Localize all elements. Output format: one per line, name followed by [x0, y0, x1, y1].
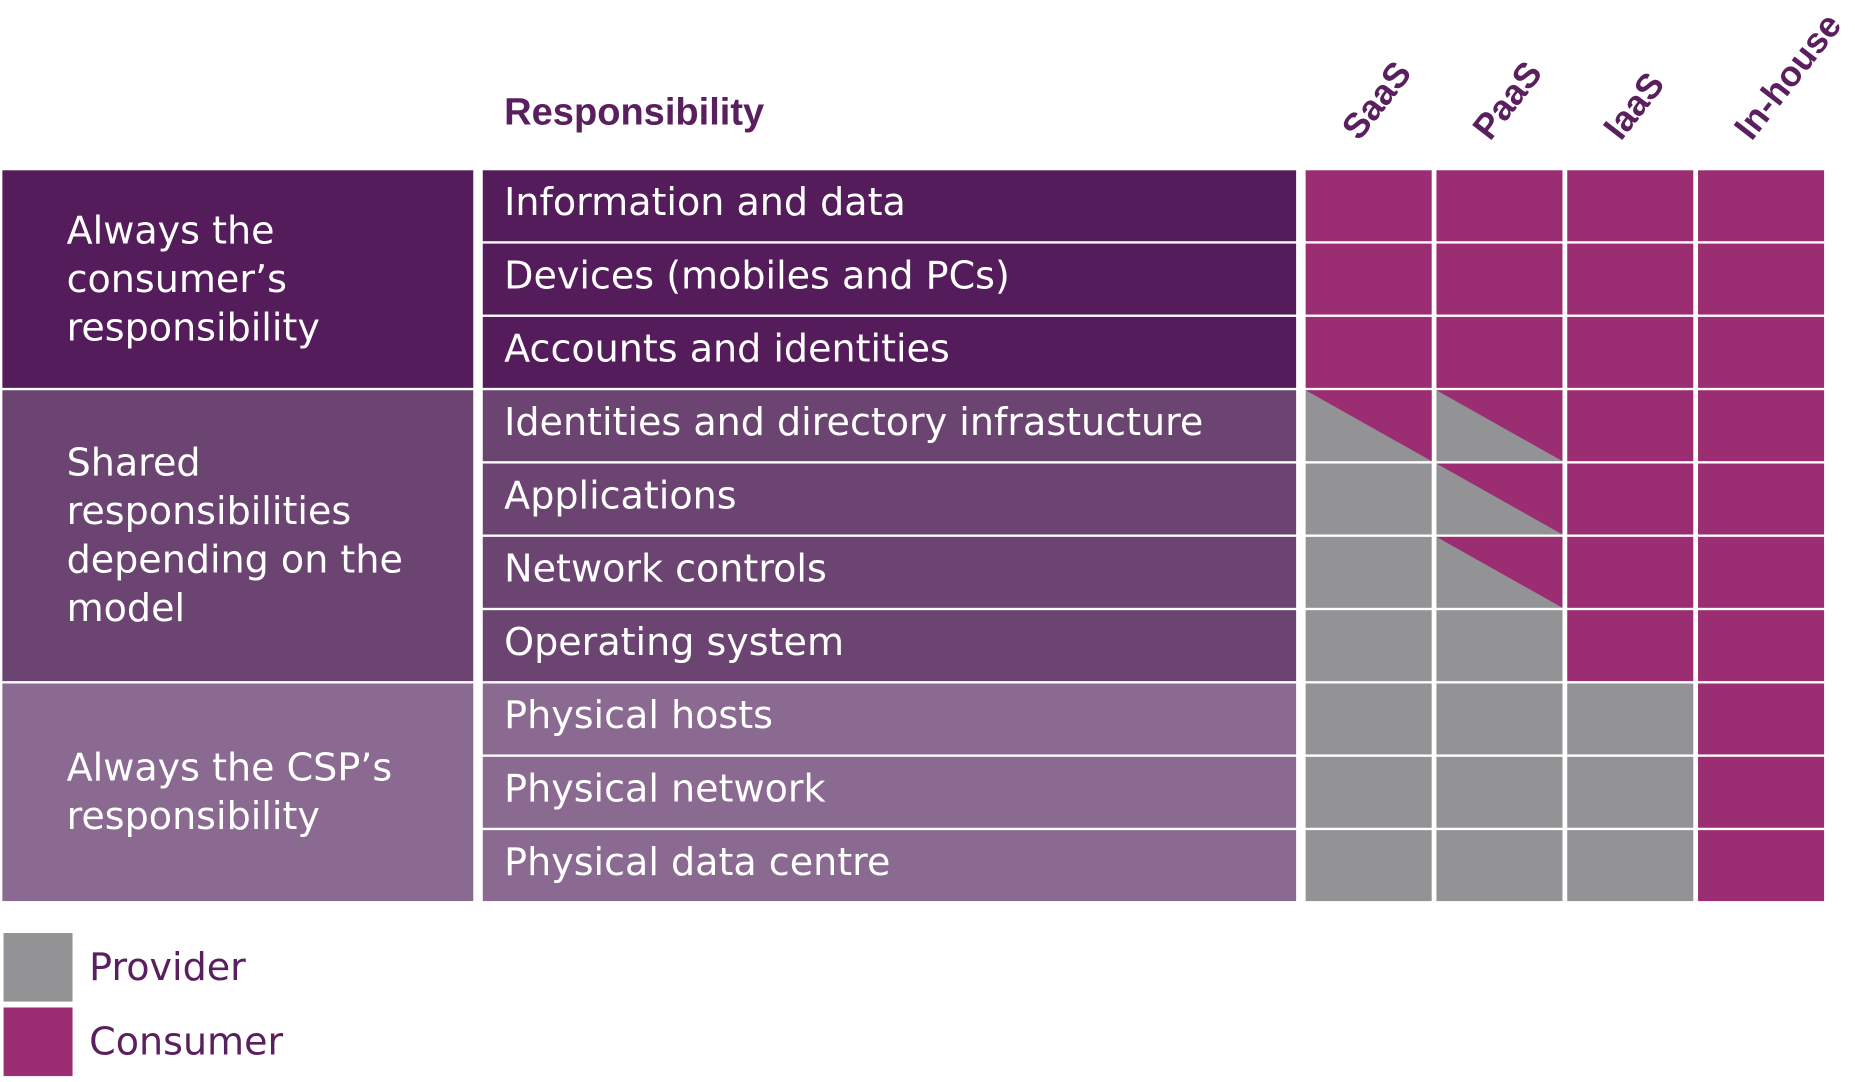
row-label-bg — [482, 610, 1297, 682]
group-label-box: Always the CSP’s responsibility — [66, 744, 393, 839]
cell-consumer — [1305, 243, 1432, 315]
cell-consumer — [1567, 463, 1694, 535]
cell-consumer — [1436, 243, 1563, 315]
legend-swatch — [3, 933, 73, 1002]
cell-provider — [1305, 536, 1432, 608]
row-label: Accounts and identities — [504, 327, 950, 371]
group-box — [2, 170, 474, 388]
row-label-bg — [482, 170, 1297, 242]
cell-provider — [1567, 683, 1694, 755]
cell-provider — [1305, 756, 1432, 828]
cell-consumer — [1698, 316, 1825, 388]
group-box — [2, 390, 474, 682]
cell-consumer — [1567, 316, 1694, 388]
cell-provider — [1436, 610, 1563, 682]
row-label: Identities and directory infrastucture — [504, 400, 1203, 444]
group-box — [2, 683, 474, 902]
row-label-bg — [482, 463, 1297, 535]
cell-consumer — [1698, 536, 1825, 608]
cell-provider — [1305, 610, 1432, 682]
cell-consumer — [1698, 756, 1825, 828]
row-label-bg — [482, 316, 1297, 388]
row-label-bg — [482, 830, 1297, 902]
model-header: SaaS — [1334, 54, 1419, 147]
cell-consumer — [1436, 316, 1563, 388]
column-title: Responsibility — [504, 92, 764, 134]
cell-consumer — [1698, 243, 1825, 315]
row-label-bg — [482, 683, 1297, 755]
row-label: Physical data centre — [504, 840, 890, 884]
cell-consumer — [1567, 610, 1694, 682]
cell-provider — [1567, 830, 1694, 902]
row-label-bg — [482, 536, 1297, 608]
cell-consumer — [1305, 390, 1432, 462]
cell-consumer — [1698, 830, 1825, 902]
cell-consumer — [1698, 683, 1825, 755]
row-label: Information and data — [504, 180, 906, 224]
cell-consumer — [1698, 390, 1825, 462]
group-label: Always the CSP’s responsibility — [66, 744, 393, 839]
row-label: Network controls — [504, 547, 827, 591]
group-label: Shared responsibilities depending on the… — [66, 439, 403, 631]
row-label: Physical network — [504, 767, 825, 811]
cell-consumer — [1567, 170, 1694, 242]
cell-consumer — [1698, 463, 1825, 535]
group-label-box: Always the consumer’s responsibility — [66, 207, 320, 350]
cell-consumer — [1436, 170, 1563, 242]
row-label-bg — [482, 756, 1297, 828]
cell-provider — [1567, 756, 1694, 828]
legend-label: Provider — [89, 945, 246, 989]
legend-swatch — [3, 1007, 73, 1077]
group-label: Always the consumer’s responsibility — [66, 207, 320, 350]
cell-provider — [1436, 683, 1563, 755]
legend-label: Consumer — [89, 1020, 283, 1064]
cell-consumer — [1698, 610, 1825, 682]
cell-provider — [1305, 830, 1432, 902]
row-label-bg — [482, 390, 1297, 462]
cell-consumer — [1305, 316, 1432, 388]
model-header: IaaS — [1595, 65, 1672, 147]
row-label: Applications — [504, 473, 736, 517]
cell-consumer — [1567, 536, 1694, 608]
cell-provider — [1305, 683, 1432, 755]
cell-provider — [1436, 756, 1563, 828]
cell-consumer — [1305, 170, 1432, 242]
model-header: PaaS — [1465, 54, 1550, 147]
cell-provider — [1436, 830, 1563, 902]
group-label-box: Shared responsibilities depending on the… — [66, 439, 403, 631]
cell-consumer — [1567, 243, 1694, 315]
model-header: In-house — [1726, 6, 1849, 147]
cell-provider — [1305, 463, 1432, 535]
cell-consumer — [1698, 170, 1825, 242]
row-label: Operating system — [504, 620, 844, 664]
row-label: Physical hosts — [504, 693, 773, 737]
cell-consumer — [1567, 390, 1694, 462]
row-label: Devices (mobiles and PCs) — [504, 253, 1010, 297]
row-label-bg — [482, 243, 1297, 315]
